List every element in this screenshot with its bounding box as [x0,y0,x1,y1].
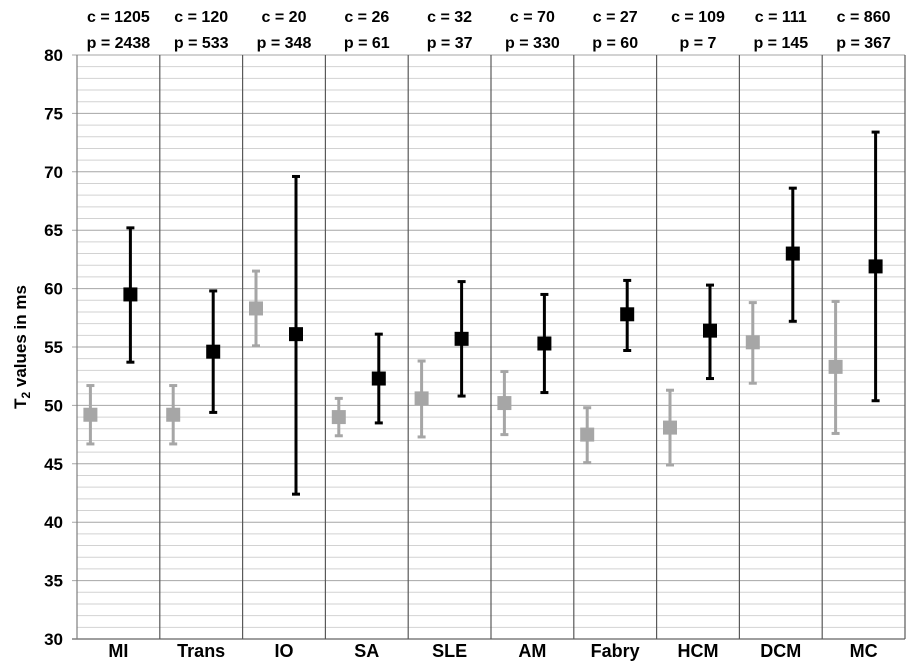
y-tick-label: 35 [44,572,63,591]
marker-c [745,335,760,350]
marker-p [703,323,717,338]
column-header-c: c = 70 [510,9,555,26]
marker-c [497,396,512,411]
category-label: Fabry [591,641,640,661]
marker-c [166,407,181,422]
column-header-c: c = 1205 [87,9,150,26]
marker-p [206,344,221,359]
column-header-p: p = 348 [257,35,312,52]
y-axis-title-main: T [11,398,30,409]
y-axis-ticks: 30 35 40 45 50 55 60 65 70 75 80 [44,46,63,649]
major-gridlines [72,54,905,640]
marker-p [454,331,469,346]
category-separators [76,55,906,639]
category-label: DCM [760,641,801,661]
marker-c [580,427,595,442]
category-label: Trans [177,641,225,661]
column-header-p: p = 2438 [87,35,151,52]
marker-p [868,259,883,274]
column-headers: c = 1205 p = 2438 c = 120 p = 533 c = 20 p = … [87,9,891,52]
column-header-p: p = 60 [592,35,638,52]
marker-p [123,287,138,302]
y-tick-label: 70 [44,163,63,182]
y-tick-label: 45 [44,455,63,474]
category-label: MI [108,641,128,661]
category-label: AM [518,641,546,661]
marker-c [828,359,843,374]
marker-p [620,307,635,322]
y-tick-label: 80 [44,46,63,65]
y-tick-label: 75 [44,104,63,123]
category-label: SA [354,641,379,661]
category-label: IO [274,641,293,661]
column-header-c: c = 26 [344,9,389,26]
category-label: HCM [678,641,719,661]
marker-p [289,327,303,342]
marker-c [249,301,263,316]
y-tick-label: 50 [44,396,63,415]
column-header-c: c = 120 [174,9,228,26]
column-header-c: c = 109 [671,9,725,26]
marker-c [83,407,98,422]
column-header-c: c = 27 [593,9,638,26]
marker-p [371,371,386,386]
column-header-p: p = 367 [836,35,891,52]
marker-c [414,391,429,406]
column-header-c: c = 111 [755,9,807,26]
y-axis-title: T2 values in ms [11,285,33,409]
y-tick-label: 40 [44,513,63,532]
y-tick-label: 30 [44,630,63,649]
y-tick-label: 65 [44,221,63,240]
column-header-p: p = 37 [427,35,473,52]
marker-c [331,410,346,425]
y-tick-label: 60 [44,280,63,299]
category-label: MC [850,641,878,661]
data-markers [83,246,883,442]
category-label: SLE [432,641,467,661]
y-tick-label: 55 [44,338,63,357]
column-header-c: c = 32 [427,9,472,26]
y-axis-title-rest: values in ms [11,285,30,392]
y-axis-title-subscript: 2 [19,392,33,399]
column-header-c: c = 20 [262,9,307,26]
marker-c [663,420,677,435]
error-bars [86,130,880,496]
column-header-p: p = 61 [344,35,390,52]
column-header-p: p = 533 [174,35,229,52]
marker-p [785,246,800,261]
column-header-c: c = 860 [837,9,891,26]
column-header-p: p = 7 [680,35,717,52]
marker-p [537,336,552,351]
column-header-p: p = 330 [505,35,560,52]
x-axis-categories: MI Trans IO SA SLE AM Fabry HCM DCM MC [108,641,877,661]
column-header-p: p = 145 [753,35,808,52]
